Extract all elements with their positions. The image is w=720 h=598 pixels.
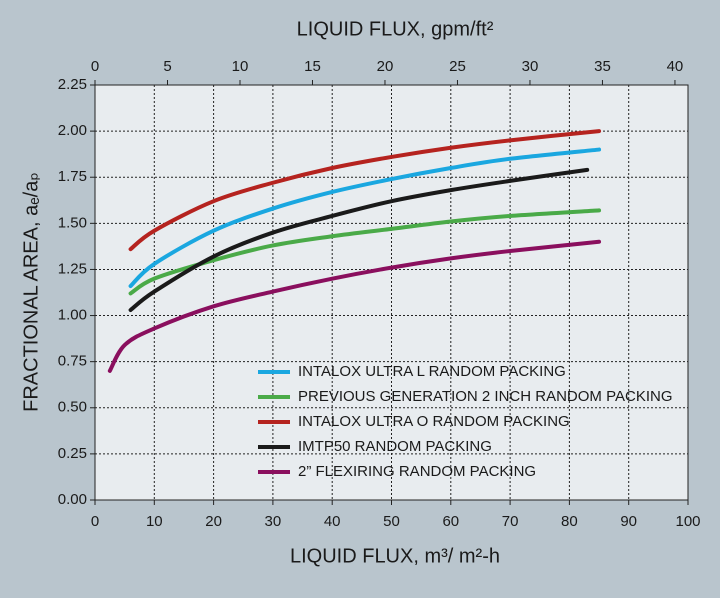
y-tick-label: 0.00: [58, 491, 87, 508]
legend-label: 2” FLEXIRING RANDOM PACKING: [298, 463, 536, 480]
x2-tick-label: 35: [594, 58, 611, 75]
legend-label: INTALOX ULTRA O RANDOM PACKING: [298, 413, 570, 430]
x2-tick-label: 40: [667, 58, 684, 75]
x-tick-label: 30: [265, 513, 282, 530]
x-tick-label: 70: [502, 513, 519, 530]
x2-tick-label: 30: [522, 58, 539, 75]
x2-tick-label: 10: [232, 58, 249, 75]
series-line: [128, 167, 590, 313]
x2-tick-label: 5: [163, 58, 171, 75]
legend-label: PREVIOUS GENERATION 2 INCH RANDOM PACKIN…: [298, 388, 673, 405]
series-line: [128, 147, 602, 289]
x-tick-label: 50: [383, 513, 400, 530]
y-tick-label: 2.25: [58, 76, 87, 93]
x-tick-label: 40: [324, 513, 341, 530]
series-line: [128, 208, 602, 296]
y-tick-label: 1.50: [58, 214, 87, 231]
y-tick-label: 1.75: [58, 168, 87, 185]
x2-tick-label: 0: [91, 58, 99, 75]
y-tick-label: 0.25: [58, 445, 87, 462]
x2-tick-label: 25: [449, 58, 466, 75]
y-tick-label: 0.75: [58, 353, 87, 370]
x-tick-label: 20: [205, 513, 222, 530]
y-axis-title: FRACTIONAL AREA, aₑ/aₚ: [20, 172, 42, 412]
legend-label: INTALOX ULTRA L RANDOM PACKING: [298, 363, 566, 380]
series-line: [107, 239, 602, 373]
x-tick-label: 10: [146, 513, 163, 530]
x2-tick-label: 20: [377, 58, 394, 75]
x-axis-title: LIQUID FLUX, m³/ m²-h: [290, 545, 500, 567]
y-tick-label: 0.50: [58, 399, 87, 416]
x-tick-label: 80: [561, 513, 578, 530]
y-tick-label: 2.00: [58, 122, 87, 139]
y-tick-label: 1.00: [58, 307, 87, 324]
top-axis-title: LIQUID FLUX, gpm/ft²: [297, 18, 494, 40]
x-tick-label: 90: [620, 513, 637, 530]
x2-tick-label: 15: [304, 58, 321, 75]
series-line: [128, 129, 602, 252]
x-tick-label: 60: [442, 513, 459, 530]
legend-label: IMTP50 RANDOM PACKING: [298, 438, 492, 455]
x-tick-label: 100: [675, 513, 700, 530]
y-tick-label: 1.25: [58, 260, 87, 277]
x-tick-label: 0: [91, 513, 99, 530]
